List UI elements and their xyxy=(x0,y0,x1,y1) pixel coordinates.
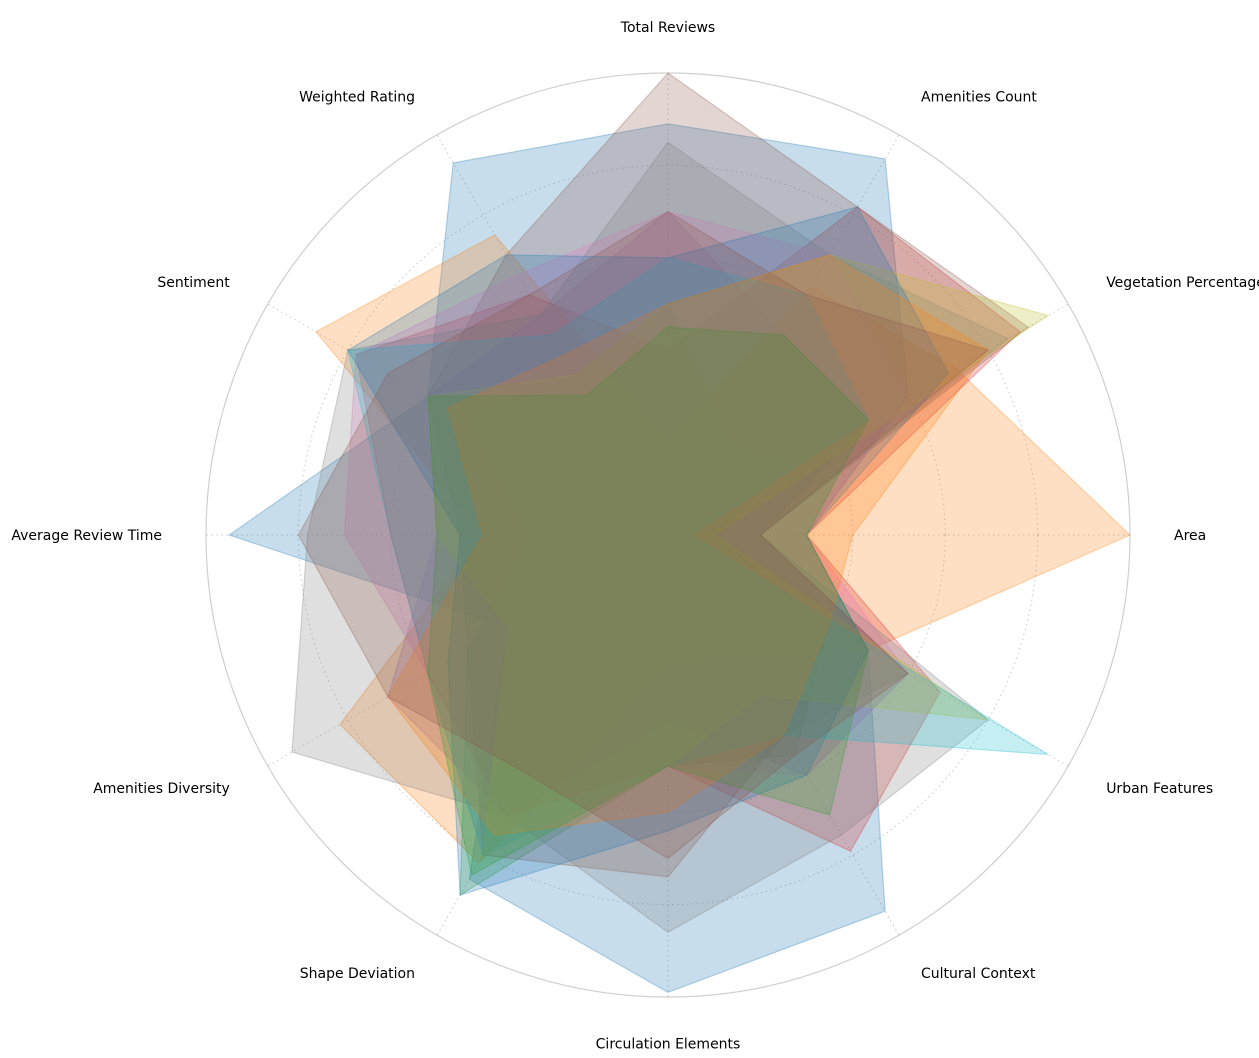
grid-ring xyxy=(390,257,946,813)
axis-label: Vegetation Percentage xyxy=(1106,275,1259,291)
axis-spoke xyxy=(436,534,669,936)
series-polygon-6 xyxy=(427,72,1030,878)
series-polygon-13 xyxy=(427,326,869,877)
axis-label: Weighted Rating xyxy=(299,90,415,106)
axis-spoke xyxy=(267,534,669,767)
series-polygon-2 xyxy=(314,234,1132,864)
axis-label: Urban Features xyxy=(1106,781,1213,797)
axis-label: Amenities Count xyxy=(921,90,1037,106)
axis-label: Cultural Context xyxy=(921,966,1036,982)
axis-spoke xyxy=(667,303,1069,536)
series-polygon-5 xyxy=(387,210,909,816)
series-polygon-3 xyxy=(459,303,829,897)
grid-ring xyxy=(575,442,761,628)
axis-labels: Area Vegetation Percentage Amenities Count… xyxy=(11,20,1259,1053)
axis-label: Amenities Diversity xyxy=(93,781,230,797)
series-polygon-7 xyxy=(343,210,909,856)
series-layer xyxy=(227,72,1132,994)
axis-spoke xyxy=(267,303,669,536)
axis-spoke xyxy=(667,134,900,536)
axis-spoke xyxy=(436,134,669,536)
series-polygon-14 xyxy=(297,210,990,860)
axis-label: Circulation Elements xyxy=(596,1037,741,1053)
series-polygon-10 xyxy=(347,257,1049,856)
grid-ring xyxy=(297,164,1039,906)
axis-label: Sentiment xyxy=(157,275,230,291)
grid-layer xyxy=(205,72,1131,998)
series-polygon-4 xyxy=(355,206,1022,852)
axis-spoke xyxy=(667,534,1069,767)
axis-label: Area xyxy=(1174,528,1206,544)
series-polygon-12 xyxy=(387,254,989,836)
series-polygon-9 xyxy=(427,254,1050,857)
axis-label: Shape Deviation xyxy=(300,966,415,982)
axis-label: Average Review Time xyxy=(11,528,162,544)
outer-ring xyxy=(205,72,1131,998)
axis-spoke xyxy=(667,534,900,936)
grid-ring xyxy=(482,349,854,721)
series-polygon-11 xyxy=(347,206,949,896)
series-polygon-8 xyxy=(291,141,1010,934)
series-polygon-1 xyxy=(227,123,909,994)
axis-label: Total Reviews xyxy=(620,20,715,36)
